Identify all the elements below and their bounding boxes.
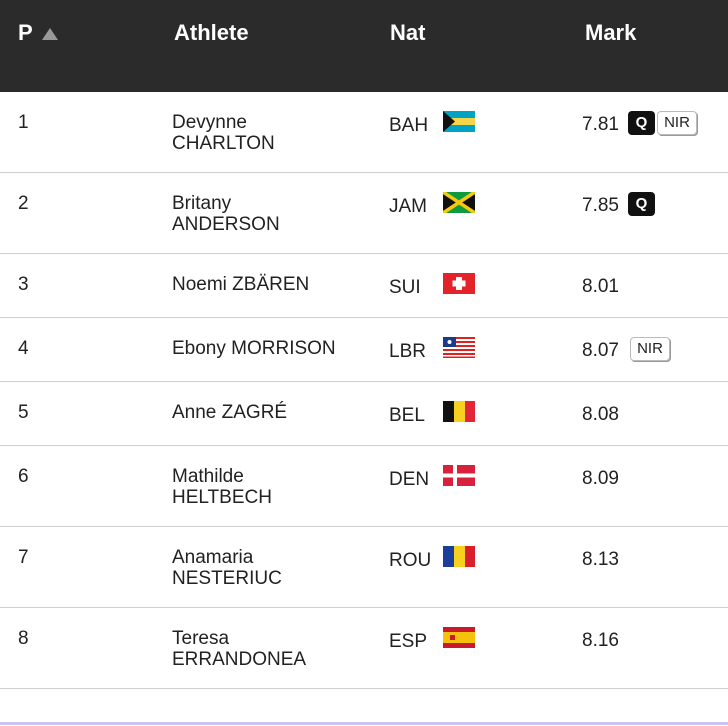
header-cell: Nat <box>390 20 426 45</box>
nat: DEN <box>389 469 430 490</box>
table-row[interactable]: 1 Devynne CHARLTON BAH 7.81 Q NIR <box>0 92 728 173</box>
nat: BAH <box>389 115 429 136</box>
nat: SUI <box>389 277 421 298</box>
athlete-name[interactable]: Devynne <box>172 112 247 133</box>
flag <box>443 111 475 132</box>
sort-icon[interactable] <box>41 27 59 41</box>
athlete-name[interactable]: Ebony MORRISON <box>172 338 336 359</box>
flag <box>443 465 475 486</box>
athlete-name[interactable]: Anne ZAGRÉ <box>172 402 288 423</box>
athlete-name[interactable]: ERRANDONEA <box>172 649 307 670</box>
badge: Q <box>628 111 655 135</box>
place: 5 <box>18 402 29 423</box>
place: 8 <box>18 628 29 649</box>
athlete-name[interactable]: Britany <box>172 193 232 214</box>
table-row[interactable]: 5 Anne ZAGRÉ BEL 8.08 <box>0 382 728 446</box>
nat: JAM <box>389 196 427 217</box>
athlete-name[interactable]: CHARLTON <box>172 133 275 154</box>
table-row[interactable]: 6 Mathilde HELTBECH DEN 8.09 <box>0 446 728 527</box>
athlete-name[interactable]: Teresa <box>172 628 230 649</box>
mark: 7.81 <box>582 114 619 135</box>
mark: 8.16 <box>582 630 619 651</box>
place: 3 <box>18 274 29 295</box>
flag <box>443 273 475 294</box>
badge: NIR <box>630 337 670 361</box>
table-row[interactable]: 2 Britany ANDERSON JAM 7.85 Q <box>0 173 728 254</box>
flag <box>443 192 475 213</box>
table-row[interactable]: 7 Anamaria NESTERIUC ROU 8.13 <box>0 527 728 608</box>
place: 4 <box>18 338 29 359</box>
nat: ESP <box>389 631 428 652</box>
athlete-name[interactable]: Anamaria <box>172 547 254 568</box>
athlete-name[interactable]: ANDERSON <box>172 214 280 235</box>
header-cell[interactable]: P <box>18 20 33 45</box>
athlete-name[interactable]: Noemi ZBÄREN <box>172 274 310 295</box>
place: 1 <box>18 112 29 133</box>
divider <box>0 722 728 725</box>
badge: NIR <box>657 111 697 135</box>
athlete-name[interactable]: HELTBECH <box>172 487 272 508</box>
nat: ROU <box>389 550 432 571</box>
header-cell: Mark <box>585 20 637 45</box>
nat: BEL <box>389 405 425 426</box>
place: 7 <box>18 547 29 568</box>
flag <box>443 401 475 422</box>
mark: 7.85 <box>582 195 619 216</box>
table-header: P Athlete Nat Mark <box>0 0 728 92</box>
table-row[interactable]: 8 Teresa ERRANDONEA ESP 8.16 <box>0 608 728 689</box>
table-row[interactable]: 4 Ebony MORRISON LBR 8.07 NIR <box>0 318 728 382</box>
athlete-name[interactable]: Mathilde <box>172 466 244 487</box>
mark: 8.08 <box>582 404 619 425</box>
flag <box>443 337 475 358</box>
badge: Q <box>628 192 655 216</box>
flag <box>443 546 475 567</box>
nat: LBR <box>389 341 426 362</box>
mark: 8.07 <box>582 340 619 361</box>
mark: 8.13 <box>582 549 619 570</box>
athlete-name[interactable]: NESTERIUC <box>172 568 282 589</box>
header-cell: Athlete <box>174 20 249 45</box>
place: 2 <box>18 193 29 214</box>
place: 6 <box>18 466 29 487</box>
mark: 8.09 <box>582 468 619 489</box>
mark: 8.01 <box>582 276 619 297</box>
table-row[interactable]: 3 Noemi ZBÄREN SUI 8.01 <box>0 254 728 318</box>
flag <box>443 627 475 648</box>
